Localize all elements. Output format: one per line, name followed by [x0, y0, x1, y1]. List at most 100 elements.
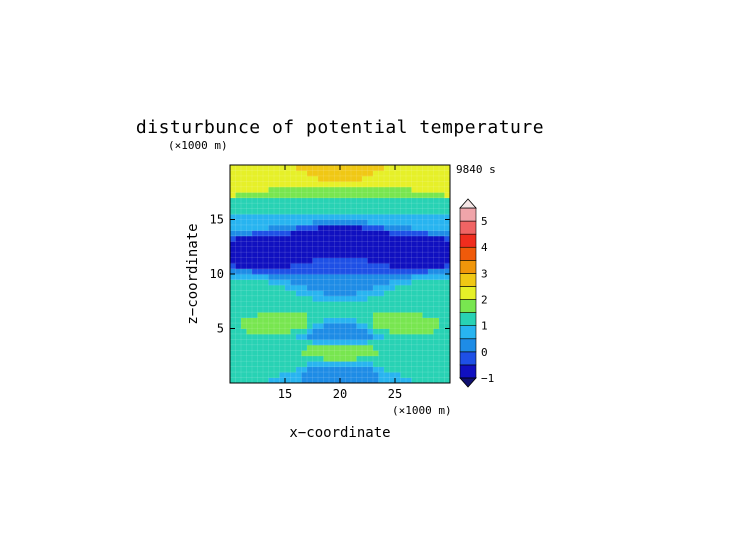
heat-cell	[384, 235, 390, 242]
heat-cell	[384, 279, 390, 286]
heat-cell	[334, 230, 341, 237]
heat-cell	[362, 197, 368, 204]
heat-cell	[274, 186, 280, 193]
heat-cell	[362, 219, 368, 226]
heat-cell	[230, 235, 236, 242]
heat-cell	[252, 192, 258, 199]
heat-cell	[351, 175, 357, 182]
heat-cell	[268, 366, 275, 373]
heat-cell	[301, 361, 308, 368]
heat-cell	[334, 246, 341, 253]
heat-cell	[444, 301, 451, 308]
heat-cell	[301, 230, 308, 237]
heat-cell	[301, 372, 308, 378]
heat-cell	[235, 235, 242, 242]
heat-cell	[334, 372, 341, 378]
heat-cell	[351, 224, 357, 231]
heat-cell	[389, 361, 396, 368]
heat-cell	[345, 224, 352, 231]
heat-cell	[417, 197, 423, 204]
heat-cell	[373, 333, 379, 340]
heat-cell	[367, 350, 374, 357]
heat-cell	[318, 192, 324, 199]
heat-cell	[296, 208, 302, 215]
heat-cell	[257, 263, 264, 269]
heat-cell	[444, 372, 451, 378]
heat-cell	[334, 328, 341, 335]
x-axis: 15 20 25	[278, 165, 402, 401]
heat-cell	[389, 366, 396, 373]
heat-cell	[384, 257, 390, 264]
heat-cell	[362, 268, 368, 275]
heat-cell	[252, 317, 258, 324]
heat-cell	[279, 328, 286, 335]
heat-cell	[268, 284, 275, 291]
heat-cell	[389, 284, 396, 291]
heat-cell	[389, 208, 396, 215]
heat-cell	[312, 290, 319, 297]
heat-cell	[389, 252, 396, 259]
heat-cell	[274, 344, 280, 351]
heat-cell	[444, 295, 451, 302]
heat-cell	[263, 279, 269, 286]
heat-cell	[373, 295, 379, 302]
heat-cell	[318, 317, 324, 324]
heat-cell	[433, 252, 440, 259]
heat-cell	[351, 186, 357, 193]
heat-cell	[290, 175, 297, 182]
heat-cell	[268, 301, 275, 308]
heat-cell	[444, 366, 451, 373]
heat-cell	[406, 208, 412, 215]
heat-cell	[268, 377, 275, 384]
heat-cell	[395, 372, 401, 378]
heat-cell	[235, 214, 242, 220]
heat-cell	[252, 214, 258, 220]
heat-cell	[356, 377, 363, 384]
heat-cell	[406, 301, 412, 308]
heat-cell	[384, 246, 390, 253]
heat-cell	[235, 344, 242, 351]
heat-cell	[411, 377, 418, 384]
heat-cell	[340, 333, 346, 340]
heat-cell	[246, 290, 253, 297]
heat-cell	[263, 290, 269, 297]
heat-cell	[329, 252, 335, 259]
heat-cell	[290, 235, 297, 242]
heat-cell	[433, 306, 440, 313]
heat-cell	[340, 284, 346, 291]
heat-cell	[323, 274, 330, 280]
heat-cell	[428, 268, 434, 275]
heat-cell	[268, 235, 275, 242]
heat-cell	[268, 350, 275, 357]
heat-cell	[285, 181, 291, 188]
heat-cell	[356, 333, 363, 340]
heat-cell	[296, 295, 302, 302]
heat-cell	[356, 306, 363, 313]
heat-cell	[417, 372, 423, 378]
heat-cell	[433, 312, 440, 318]
heat-cell	[345, 208, 352, 215]
heat-cell	[301, 350, 308, 357]
heat-cell	[257, 344, 264, 351]
heat-cell	[340, 295, 346, 302]
heat-cell	[439, 274, 445, 280]
heat-cell	[285, 377, 291, 384]
heat-cell	[406, 252, 412, 259]
heat-cell	[263, 317, 269, 324]
heat-cell	[395, 252, 401, 259]
heat-cell	[257, 350, 264, 357]
heat-cell	[274, 366, 280, 373]
heat-cell	[307, 263, 313, 269]
heat-cell	[323, 339, 330, 346]
heat-cell	[406, 372, 412, 378]
heat-cell	[246, 284, 253, 291]
heat-cell	[400, 186, 407, 193]
heat-cell	[340, 306, 346, 313]
heat-cell	[323, 186, 330, 193]
heat-cell	[230, 192, 236, 199]
heat-cell	[422, 333, 429, 340]
heat-cell	[384, 165, 390, 171]
heat-cell	[329, 355, 335, 362]
y-unit-label: (×1000 m)	[168, 139, 228, 152]
heat-cell	[356, 214, 363, 220]
